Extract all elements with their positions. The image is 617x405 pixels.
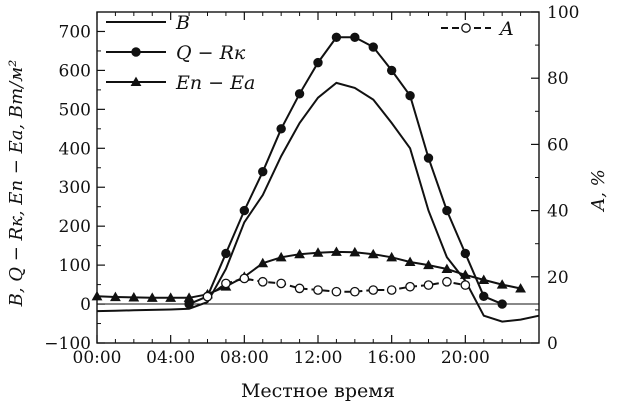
data-point <box>165 292 177 302</box>
y-tick-label: 200 <box>59 217 91 237</box>
x-axis: 00:00 04:00 08:00 12:00 16:00 20:00 <box>73 12 522 368</box>
y-tick-label: 600 <box>59 61 91 81</box>
data-point <box>239 273 250 284</box>
y-tick-label: 500 <box>59 100 91 120</box>
data-point <box>368 285 379 295</box>
data-point <box>331 246 342 256</box>
data-point <box>460 248 471 259</box>
data-point <box>239 205 250 216</box>
legend-left: B Q − Rк Eп − Eа <box>106 12 255 94</box>
data-point <box>405 281 415 292</box>
x-tick-label: 04:00 <box>146 348 195 368</box>
y-right-tick-label: 40 <box>547 202 569 222</box>
data-point <box>386 251 398 262</box>
data-point <box>368 42 378 52</box>
data-point <box>349 286 360 297</box>
x-tick-label: 12:00 <box>294 348 343 368</box>
series-3 <box>202 273 471 302</box>
data-point <box>276 124 286 134</box>
legend-marker <box>130 76 142 87</box>
data-point <box>478 274 490 284</box>
data-point <box>442 276 452 287</box>
y-right-tick-label: 80 <box>547 69 569 89</box>
series-line <box>96 250 521 299</box>
data-point <box>331 286 342 297</box>
y-right-tick-label: 0 <box>547 334 558 354</box>
data-point <box>350 32 360 43</box>
data-point <box>367 248 379 259</box>
data-point <box>331 32 342 43</box>
data-point <box>442 205 452 216</box>
data-point <box>441 263 453 274</box>
data-point <box>423 280 434 290</box>
x-tick-label: 20:00 <box>441 348 490 368</box>
data-point <box>404 256 416 267</box>
x-tick-label: 16:00 <box>367 348 416 368</box>
data-point <box>386 285 397 295</box>
y-tick-label: 300 <box>59 178 91 198</box>
y-tick-label: 0 <box>80 295 91 315</box>
data-point <box>128 292 140 302</box>
legend-label: Q − Rк <box>176 42 246 64</box>
legend-label: Eп − Eа <box>175 72 255 94</box>
series-line <box>188 36 503 306</box>
data-point <box>276 278 287 289</box>
y-axis-right: 0 20 40 60 80 100 <box>531 3 579 354</box>
data-point <box>496 279 508 289</box>
data-point <box>294 248 305 259</box>
data-point <box>257 276 268 287</box>
y-right-tick-label: 20 <box>547 268 569 288</box>
data-point <box>91 290 103 301</box>
legend-right: A <box>441 18 514 40</box>
data-point <box>515 283 526 293</box>
data-point <box>460 280 471 290</box>
x-tick-label: 08:00 <box>220 348 269 368</box>
data-point <box>312 247 324 257</box>
y-tick-label: 100 <box>59 256 91 276</box>
legend-label: B <box>175 12 190 34</box>
data-point <box>313 285 323 295</box>
data-point <box>479 291 489 301</box>
y-tick-label: 400 <box>59 139 91 159</box>
data-point <box>497 299 507 309</box>
series-1 <box>184 32 507 309</box>
y-tick-label: 700 <box>59 22 91 42</box>
data-point <box>202 291 213 302</box>
y-right-tick-label: 60 <box>547 135 569 155</box>
y-axis-right-label: A, % <box>588 169 609 213</box>
data-point <box>386 65 397 76</box>
data-point <box>257 257 269 268</box>
data-point <box>110 291 121 302</box>
series-2 <box>91 246 526 302</box>
data-point <box>459 269 471 279</box>
data-point <box>221 278 231 289</box>
data-point <box>294 89 305 99</box>
data-point <box>258 166 268 177</box>
legend-marker <box>131 47 141 57</box>
data-point <box>423 153 434 163</box>
y-axis-label: B, Q − Rк, Eп − Eа, Вт/м² <box>6 60 27 308</box>
x-tick-label: 00:00 <box>73 348 122 368</box>
data-point <box>294 283 305 294</box>
data-point <box>183 292 195 302</box>
data-point <box>349 246 361 257</box>
data-point <box>275 251 287 262</box>
data-point <box>313 57 323 68</box>
data-point <box>405 91 415 101</box>
data-point <box>423 259 434 270</box>
data-point <box>146 292 158 302</box>
legend-label: A <box>498 18 514 40</box>
y-right-tick-label: 100 <box>547 3 579 23</box>
y-axis-left: −100 0 100 200 300 400 500 600 700 <box>44 11 105 354</box>
y-tick-label: −100 <box>44 334 91 354</box>
legend-marker <box>461 23 471 33</box>
x-axis-label: Местное время <box>241 380 395 402</box>
data-point <box>221 248 231 259</box>
series-layer <box>91 32 540 323</box>
